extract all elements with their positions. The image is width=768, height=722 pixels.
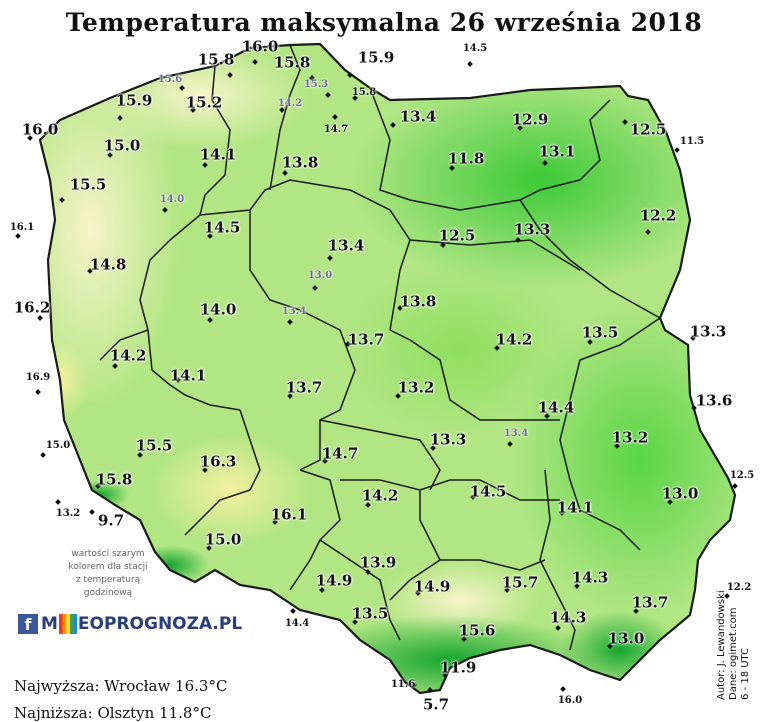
station-temperature: 15.9: [115, 91, 153, 110]
station-temperature: 15.8: [351, 87, 377, 98]
station-temperature: 13.0: [661, 484, 699, 503]
logo-bars-icon: [58, 614, 77, 634]
map-title: Temperatura maksymalna 26 września 2018: [65, 8, 703, 37]
station-temperature: 12.5: [629, 120, 667, 139]
station-temperature: 14.3: [549, 608, 587, 627]
logo-suffix: EOPROGNOZA.PL: [77, 614, 243, 634]
station-temperature: 15.7: [501, 573, 539, 592]
station-temperature: 13.3: [429, 430, 467, 449]
station-temperature: 12.2: [639, 206, 677, 225]
station-temperature: 12.5: [729, 470, 755, 481]
station-temperature: 16.9: [25, 372, 51, 383]
station-temperature: 15.9: [357, 48, 395, 67]
station-temperature: 15.2: [185, 93, 223, 112]
legend-note-line: godzinową: [83, 588, 133, 598]
station-temperature: 11.8: [447, 149, 485, 168]
station-temperature: 15.5: [135, 436, 173, 455]
station-temperature: 13.4: [503, 428, 529, 439]
station-temperature: 13.3: [513, 220, 551, 239]
station-temperature: 13.8: [399, 292, 437, 311]
station-temperature: 14.8: [89, 255, 127, 274]
station-temperature: 13.2: [611, 428, 649, 447]
station-temperature: 13.6: [695, 391, 733, 410]
station-temperature: 13.7: [347, 330, 385, 349]
station-temperature: 9.7: [97, 511, 125, 530]
station-temperature: 13.5: [581, 323, 619, 342]
station-temperature: 13.7: [631, 593, 669, 612]
station-temperature: 16.1: [270, 505, 308, 524]
facebook-icon[interactable]: f: [18, 614, 38, 634]
station-temperature: 13.4: [327, 236, 365, 255]
station-temperature: 14.1: [199, 145, 237, 164]
station-temperature: 14.5: [469, 482, 507, 501]
credits-source: Dane: ogimet.com: [728, 607, 739, 700]
legend-note-line: wartości szarym: [71, 549, 145, 559]
station-temperature: 13.0: [307, 270, 333, 281]
station-temperature: 16.1: [9, 222, 35, 233]
station-temperature: 13.8: [281, 153, 319, 172]
station-temperature: 14.0: [199, 300, 237, 319]
station-temperature: 14.5: [462, 43, 488, 54]
credits-period: 6 - 18 UTC: [740, 647, 751, 700]
station-temperature: 13.2: [397, 378, 435, 397]
station-temperature: 12.9: [511, 110, 549, 129]
station-temperature: 16.3: [199, 452, 237, 471]
station-temperature: 14.9: [413, 577, 451, 596]
station-temperature: 14.2: [495, 330, 533, 349]
station-temperature: 13.3: [689, 322, 727, 341]
station-temperature: 12.2: [726, 582, 752, 593]
station-temperature: 15.0: [103, 136, 141, 155]
station-temperature: 14.1: [169, 366, 207, 385]
logo-prefix: M: [41, 614, 58, 634]
station-temperature: 13.4: [281, 306, 307, 317]
credits-author: Autor: J. Lewandowski: [716, 590, 727, 700]
station-temperature: 16.2: [13, 298, 51, 317]
voivodeship-borders: [99, 44, 661, 651]
station-temperature: 13.2: [55, 508, 81, 519]
station-temperature: 12.5: [438, 226, 476, 245]
station-temperature: 14.3: [571, 568, 609, 587]
station-temperature: 13.0: [607, 629, 645, 648]
station-temperature: 14.4: [284, 618, 310, 629]
station-temperature: 14.7: [321, 444, 359, 463]
station-temperature: 16.0: [21, 120, 59, 139]
station-temperature: 5.7: [422, 695, 450, 714]
station-temperature: 14.9: [315, 571, 353, 590]
meteoprognoza-logo[interactable]: f M EOPROGNOZA.PL: [18, 612, 242, 636]
station-temperature: 15.0: [45, 440, 71, 451]
credits: Autor: J. Lewandowski Dane: ogimet.com 6…: [716, 590, 752, 700]
station-temperature: 15.8: [95, 470, 133, 489]
station-temperature: 16.0: [241, 37, 279, 56]
legend-note: wartości szarym kolorem dla stacji z tem…: [48, 548, 168, 600]
station-temperature: 13.5: [351, 604, 389, 623]
station-temperature: 11.9: [439, 658, 477, 677]
station-temperature: 15.3: [303, 79, 329, 90]
min-temperature: Najniższa: Olsztyn 11.8°C: [14, 704, 212, 722]
station-temperature: 15.6: [458, 621, 496, 640]
station-temperature: 11.6: [390, 679, 416, 690]
station-temperature: 16.0: [557, 695, 583, 706]
station-temperature: 15.8: [197, 50, 235, 69]
station-temperature: 14.2: [361, 486, 399, 505]
station-temperature: 14.2: [109, 346, 147, 365]
station-temperature: 15.0: [204, 530, 242, 549]
station-temperature: 13.9: [359, 553, 397, 572]
station-temperature: 13.1: [538, 142, 576, 161]
station-temperature: 15.6: [157, 74, 183, 85]
station-temperature: 14.2: [277, 98, 303, 109]
max-temperature: Najwyższa: Wrocław 16.3°C: [14, 677, 228, 695]
station-temperature: 11.5: [679, 136, 705, 147]
station-temperature: 15.8: [273, 53, 311, 72]
station-temperature: 13.4: [399, 107, 437, 126]
station-temperature: 14.7: [323, 124, 349, 135]
station-temperature: 14.4: [537, 398, 575, 417]
station-temperature: 14.5: [203, 218, 241, 237]
legend-note-line: z temperaturą: [75, 575, 141, 585]
legend-note-line: kolorem dla stacji: [68, 562, 148, 572]
station-temperature: 13.7: [285, 378, 323, 397]
station-temperature: 15.5: [69, 175, 107, 194]
station-temperature: 14.0: [159, 194, 185, 205]
station-temperature: 14.1: [556, 498, 594, 517]
